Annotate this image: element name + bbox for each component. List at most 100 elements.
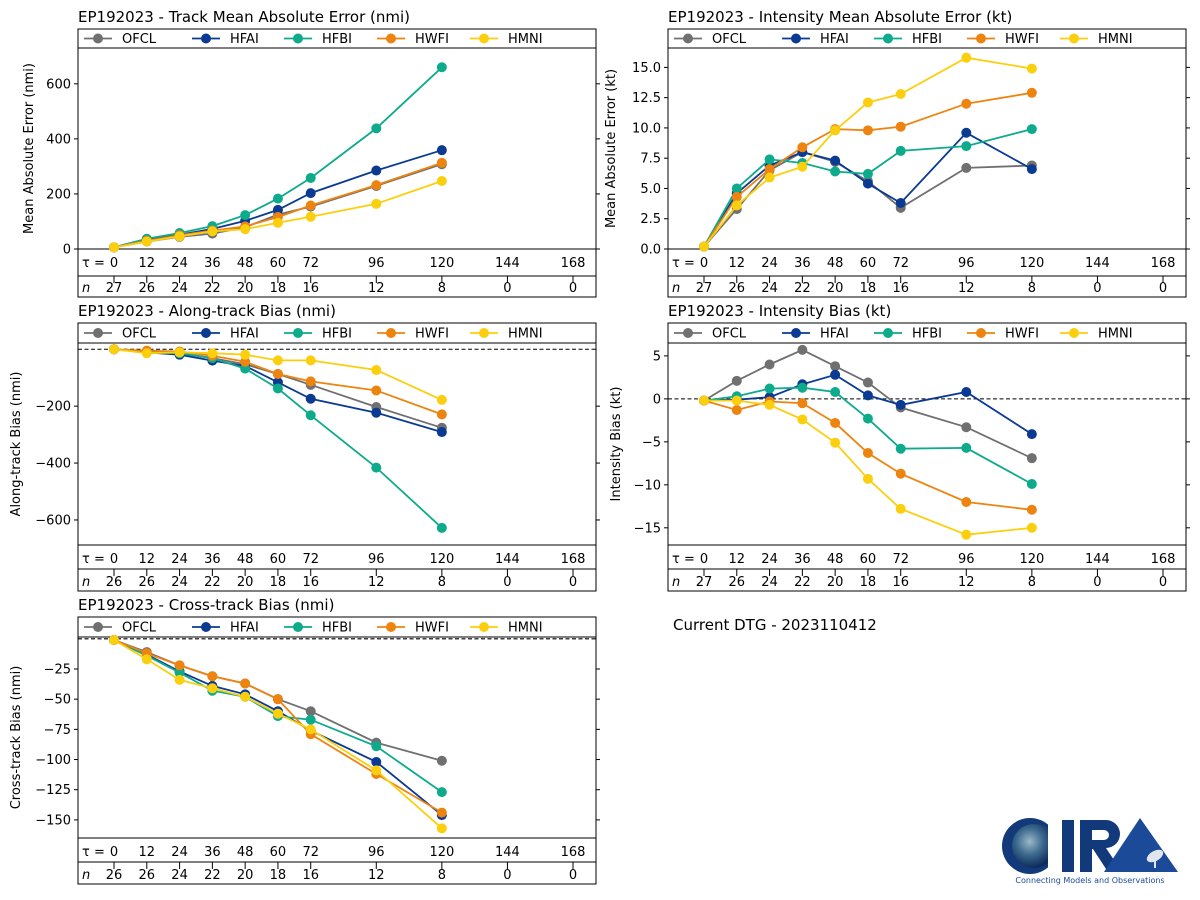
n-count: 24 <box>761 281 778 296</box>
series-ofcl <box>699 147 1037 252</box>
n-count: 12 <box>368 575 385 590</box>
data-point <box>797 382 808 393</box>
data-point <box>961 442 972 453</box>
data-point <box>436 787 447 798</box>
n-count: 0 <box>503 868 511 883</box>
data-point <box>109 242 119 253</box>
x-tick-label: 120 <box>429 845 454 860</box>
data-point <box>731 183 742 194</box>
data-point <box>830 417 841 428</box>
n-count: 12 <box>368 281 385 296</box>
n-count: 16 <box>302 868 319 883</box>
data-point <box>895 399 906 410</box>
n-label: n <box>672 575 680 590</box>
plot-frame <box>667 28 1187 298</box>
plot-frame <box>77 616 597 885</box>
data-point <box>862 97 873 108</box>
data-point <box>830 155 841 166</box>
x-tick-label: 0 <box>110 552 118 567</box>
x-tick-label: 36 <box>204 845 221 860</box>
x-tick-label: 24 <box>171 845 188 860</box>
n-count: 26 <box>139 281 156 296</box>
legend-label: HMNI <box>508 621 543 636</box>
x-tick-label: 96 <box>958 552 975 567</box>
legend-marker-icon <box>93 622 103 632</box>
data-point <box>699 395 709 406</box>
plot-frame <box>77 28 597 298</box>
legend-marker-icon <box>976 328 986 338</box>
x-tick-label: 36 <box>204 552 221 567</box>
data-point <box>830 125 841 136</box>
data-point <box>371 165 382 176</box>
legend-item-hmni: HMNI <box>470 621 543 636</box>
legend-label: HFBI <box>322 32 352 47</box>
n-count: 16 <box>302 281 319 296</box>
x-tick-label: 60 <box>860 256 877 271</box>
legend-marker-icon <box>683 33 693 44</box>
y-tick-label: −200 <box>35 400 71 415</box>
data-point <box>240 678 251 689</box>
legend-label: HFAI <box>230 621 259 636</box>
data-point <box>174 347 185 358</box>
data-point <box>961 497 972 508</box>
chart-title: EP192023 - Along-track Bias (nmi) <box>78 302 336 320</box>
y-tick-label: 400 <box>46 132 71 147</box>
data-point <box>961 422 972 433</box>
x-tick-label: 168 <box>1151 256 1176 271</box>
data-point <box>731 200 742 211</box>
data-point <box>371 765 382 776</box>
y-axis-label: Mean Absolute Error (nmi) <box>22 63 37 234</box>
data-point <box>305 714 316 725</box>
data-point <box>895 468 906 479</box>
data-point <box>895 89 906 100</box>
x-tick-label: 144 <box>1085 552 1110 567</box>
legend-label: HMNI <box>1098 32 1133 47</box>
legend-label: HFAI <box>820 327 849 342</box>
data-point <box>961 386 972 397</box>
data-point <box>731 395 742 406</box>
data-point <box>436 807 447 818</box>
data-point <box>207 348 218 359</box>
data-point <box>305 724 316 735</box>
legend-item-hfbi: HFBI <box>284 32 352 47</box>
series-hmni <box>109 344 447 405</box>
data-point <box>240 210 251 221</box>
legend-item-ofcl: OFCL <box>84 621 157 636</box>
data-point <box>1026 87 1037 98</box>
data-point <box>862 377 873 388</box>
legend-item-hfai: HFAI <box>782 327 849 342</box>
data-point <box>436 755 447 766</box>
n-count: 20 <box>237 868 254 883</box>
data-point <box>174 667 185 678</box>
x-tick-label: 48 <box>827 552 844 567</box>
x-tick-label: 24 <box>171 552 188 567</box>
n-count: 22 <box>794 281 811 296</box>
x-tick-label: 144 <box>495 256 520 271</box>
legend-marker-icon <box>791 328 801 338</box>
x-tick-label: 96 <box>958 256 975 271</box>
data-point <box>895 443 906 454</box>
n-count: 12 <box>958 281 975 296</box>
legend-label: HFBI <box>912 327 942 342</box>
data-point <box>240 349 251 360</box>
series-hfai <box>699 127 1037 252</box>
data-point <box>862 125 873 136</box>
y-tick-label: −125 <box>35 783 71 798</box>
legend-marker-icon <box>479 622 489 632</box>
legend-label: HMNI <box>1098 327 1133 342</box>
legend-item-hfbi: HFBI <box>284 621 352 636</box>
data-point <box>305 355 316 366</box>
n-count: 26 <box>139 575 156 590</box>
n-count: 16 <box>302 575 319 590</box>
y-tick-label: 0.0 <box>640 243 661 258</box>
data-point <box>764 399 775 410</box>
x-tick-label: 168 <box>561 256 586 271</box>
legend: OFCL HFAI HFBI HWFI HMNI <box>84 327 543 342</box>
tau-label: τ = <box>82 256 105 271</box>
x-tick-label: 72 <box>302 256 319 271</box>
data-point <box>207 683 218 694</box>
data-point <box>1026 164 1037 175</box>
n-count: 26 <box>729 281 746 296</box>
logo-tagline: Connecting Models and Observations <box>1015 876 1164 885</box>
x-tick-label: 48 <box>237 552 254 567</box>
